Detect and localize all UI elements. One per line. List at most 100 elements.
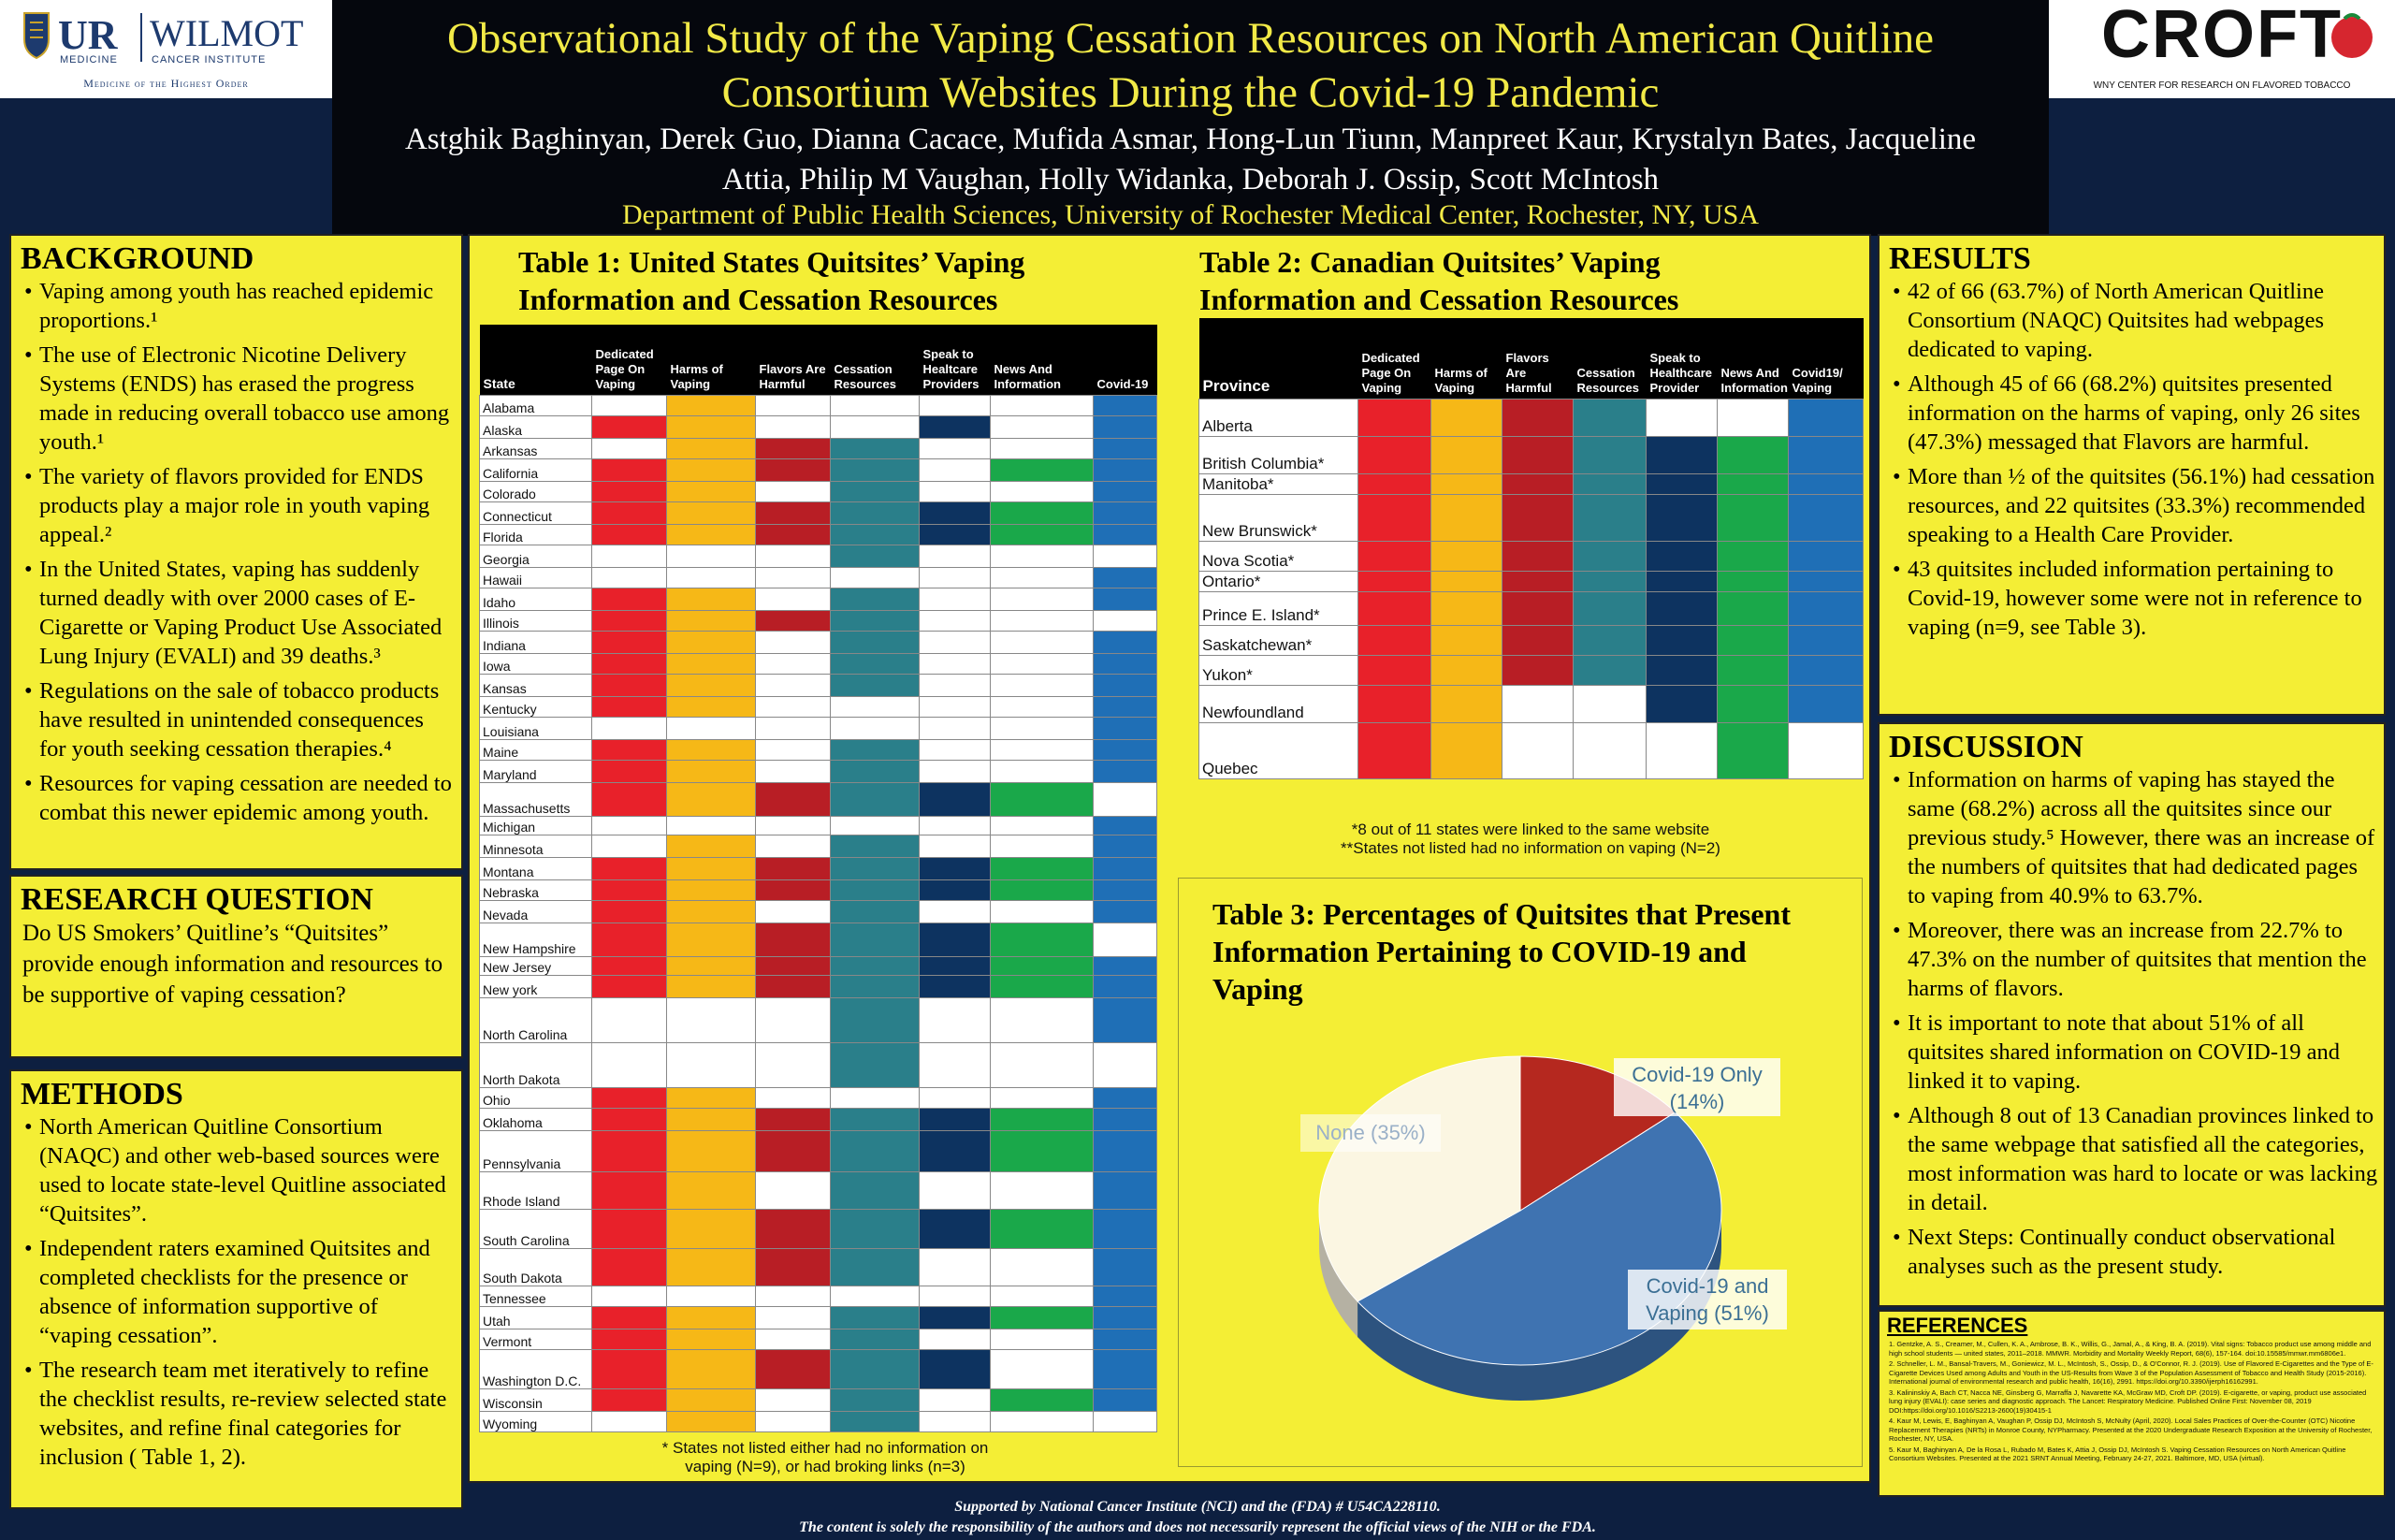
row-name: Alaska [479,414,592,439]
table-cell [1502,570,1574,592]
row-name: Hawaii [479,566,592,588]
table-cell [1573,590,1647,626]
table-cell [755,1170,831,1210]
table-cell [1788,493,1864,542]
table-cell [990,815,1094,835]
table-cell [990,856,1094,880]
table-cell [666,1410,756,1432]
table1-header-speak: Speak to Healtcare Providers [919,325,991,395]
croft-wordmark: CROFT [2101,0,2343,72]
table-cell [990,834,1094,858]
table-cell [919,695,991,718]
pie-label-box [1300,1114,1441,1152]
list-item: In the United States, vaping has suddenl… [24,555,456,671]
table-cell [990,781,1094,817]
table-row: Connecticut [479,501,1157,525]
row-name: Idaho [479,587,592,611]
table-cell [591,879,667,901]
row-name: Alabama [479,394,592,416]
table-cell [990,480,1094,502]
table-cell [1502,590,1574,626]
table-cell [1093,458,1157,482]
table-cell [919,437,991,459]
table-cell [1357,398,1431,437]
table-cell [666,815,756,835]
table2-header-news: News And Information [1717,318,1789,399]
table-row: Utah [479,1305,1157,1329]
table-cell [591,996,667,1043]
table-cell [1093,922,1157,957]
table-cell [666,1107,756,1131]
table-cell [1093,523,1157,545]
table-cell [1093,673,1157,697]
table-row: South Dakota [479,1247,1157,1286]
table-cell [591,544,667,568]
cancer-institute-text: CANCER INSTITUTE [152,54,267,65]
table-cell [1717,590,1789,626]
table-cell [755,879,831,901]
row-name: Massachusetts [479,781,592,817]
results-list: 42 of 66 (63.7%) of North American Quitl… [1880,277,2384,642]
table-cell [830,1410,920,1432]
row-name: Connecticut [479,501,592,525]
table-cell [830,566,920,588]
table-cell [755,630,831,654]
table-row: Nevada [479,899,1157,923]
table-cell [830,996,920,1043]
table-cell [1646,684,1718,723]
table-cell [990,955,1094,976]
table-cell [755,394,831,416]
reference-item: 1. Gentzke, A. S., Creamer, M., Cullen, … [1889,1340,2372,1358]
list-item: Although 8 out of 13 Canadian provinces … [1893,1101,2378,1217]
pie-slice-side [1319,1211,1358,1337]
row-name: New york [479,974,592,998]
table-cell [666,414,756,439]
table-cell [830,394,920,416]
table-cell [1430,472,1502,495]
table-cell [919,1107,991,1131]
table-cell [1093,815,1157,835]
table-cell [1093,1170,1157,1210]
table-cell [990,1328,1094,1350]
table-cell [1573,472,1647,495]
table-cell [755,1086,831,1109]
table-row: Iowa [479,652,1157,675]
table-cell [990,1305,1094,1329]
table-row: Rhode Island [479,1170,1157,1210]
row-name: Indiana [479,630,592,654]
table-row: New york [479,974,1157,998]
table-cell [830,781,920,817]
table-cell [1430,590,1502,626]
table-cell [666,899,756,923]
footer-line-2: The content is solely the responsibility… [799,1519,1596,1535]
table-cell [591,781,667,817]
row-name: Nebraska [479,879,592,901]
table-cell [755,523,831,545]
table-cell [919,738,991,761]
table-cell [591,738,667,761]
table-cell [755,1328,831,1350]
table-cell [1093,974,1157,998]
results-panel: RESULTS 42 of 66 (63.7%) of North Americ… [1878,234,2386,716]
row-name: South Dakota [479,1247,592,1286]
tables-panel: Table 1: United States Quitsites’ Vaping… [468,234,1871,1483]
table-cell [755,437,831,459]
table-cell [755,974,831,998]
table-cell [755,652,831,675]
table-cell [1093,1305,1157,1329]
table-row: Newfoundland [1198,684,1864,723]
row-name: Kansas [479,673,592,697]
table-cell [1502,684,1574,723]
row-name: British Columbia* [1198,435,1358,474]
table-cell [755,566,831,588]
table-row: California [479,458,1157,482]
discussion-list: Information on harms of vaping has staye… [1880,765,2384,1281]
table-cell [755,480,831,502]
author-list: Astghik Baghinyan, Derek Guo, Dianna Cac… [332,120,2049,200]
table-row: North Carolina [479,996,1157,1043]
pie-label-text: (14%) [1670,1090,1725,1113]
table-cell [755,834,831,858]
croft-logo: CROFT WNY CENTER FOR RESEARCH ON FLAVORE… [2049,0,2395,98]
table-cell [830,974,920,998]
row-name: Florida [479,523,592,545]
